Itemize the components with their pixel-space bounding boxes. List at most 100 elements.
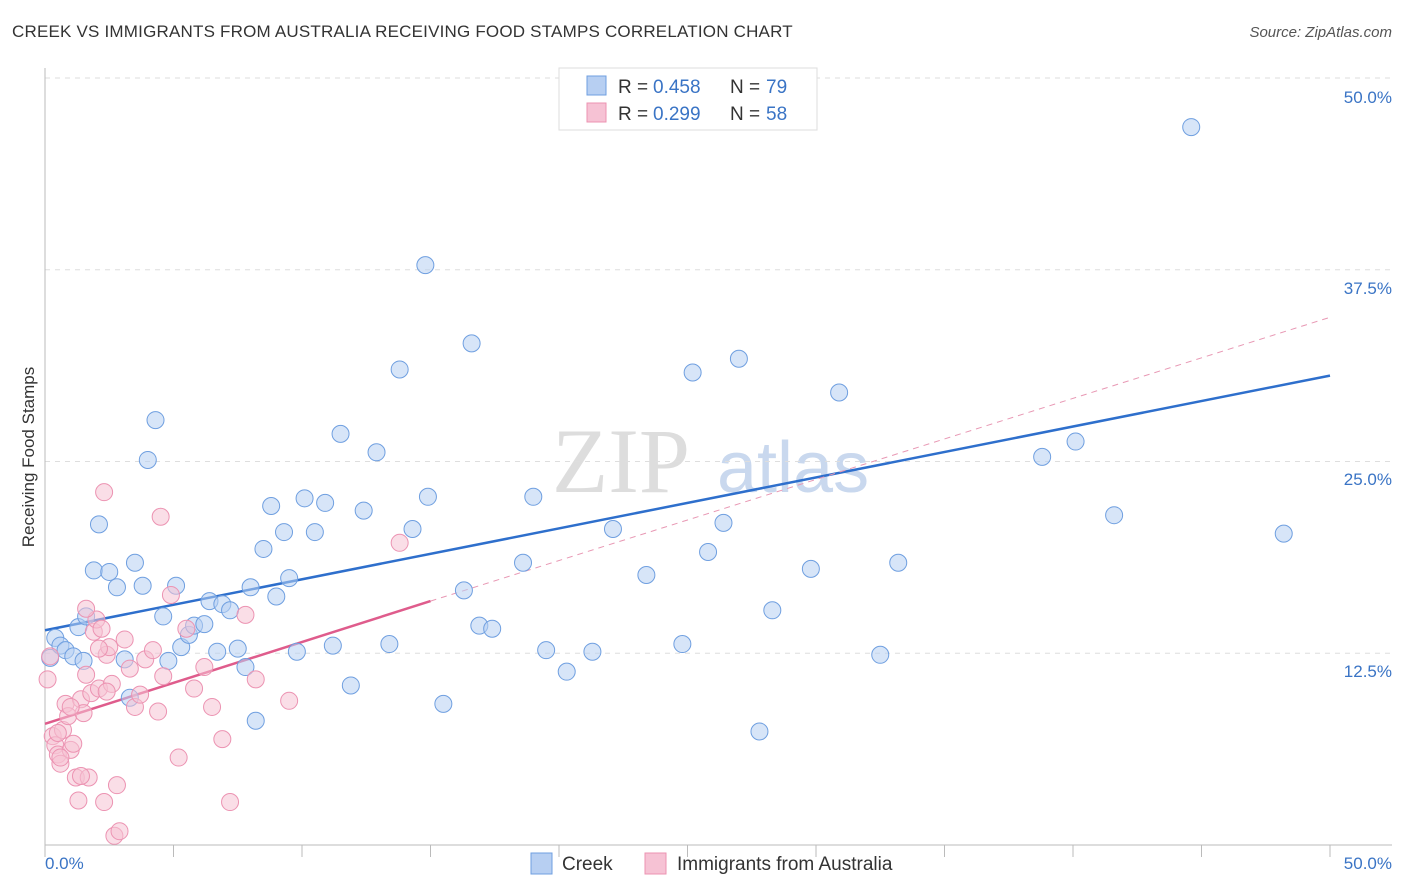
- data-point-creek: [462, 334, 481, 353]
- data-point-australia: [236, 605, 255, 624]
- data-point-australia: [71, 766, 90, 785]
- data-point-australia: [110, 822, 129, 841]
- data-point-australia: [95, 483, 114, 502]
- data-point-australia: [169, 748, 188, 767]
- bottom-legend-label-australia: Immigrants from Australia: [677, 854, 893, 875]
- data-point-creek: [275, 523, 294, 542]
- data-point-creek: [380, 635, 399, 654]
- data-point-creek: [84, 561, 103, 580]
- data-points: [38, 118, 1293, 845]
- data-point-australia: [195, 658, 214, 677]
- data-point-creek: [557, 662, 576, 681]
- data-point-creek: [729, 349, 748, 368]
- data-point-australia: [246, 670, 265, 689]
- data-point-australia: [48, 724, 67, 743]
- data-point-australia: [51, 748, 70, 767]
- data-point-creek: [603, 519, 622, 538]
- data-point-creek: [331, 424, 350, 443]
- data-point-creek: [138, 450, 157, 469]
- data-point-australia: [89, 639, 108, 658]
- data-point-creek: [246, 711, 265, 730]
- gridlines: [45, 77, 1392, 654]
- data-point-creek: [514, 553, 533, 572]
- data-point-creek: [316, 493, 335, 512]
- data-point-australia: [185, 679, 204, 698]
- data-point-creek: [305, 523, 324, 542]
- watermark-atlas: atlas: [717, 428, 869, 508]
- data-point-creek: [1066, 432, 1085, 451]
- data-point-creek: [801, 559, 820, 578]
- data-point-creek: [1274, 524, 1293, 543]
- data-point-australia: [77, 599, 96, 618]
- y-tick-label-25: 25.0%: [1344, 470, 1392, 489]
- y-tick-label-12-5: 12.5%: [1344, 662, 1392, 681]
- data-point-creek: [159, 651, 178, 670]
- data-point-creek: [763, 601, 782, 620]
- data-point-creek: [537, 641, 556, 660]
- data-point-creek: [236, 658, 255, 677]
- data-point-creek: [323, 636, 342, 655]
- bottom-legend-swatch-australia: [644, 852, 667, 875]
- data-point-creek: [1182, 118, 1201, 137]
- data-point-creek: [1033, 447, 1052, 466]
- data-point-creek: [750, 722, 769, 741]
- data-point-creek: [341, 676, 360, 695]
- legend-r-value-australia: 0.299: [653, 104, 701, 125]
- x-tick-label-max: 50.0%: [1344, 854, 1392, 873]
- data-point-australia: [203, 697, 222, 716]
- data-point-creek: [154, 607, 173, 626]
- data-point-australia: [115, 630, 134, 649]
- legend-r-value-creek: 0.458: [653, 77, 701, 98]
- data-point-australia: [64, 734, 83, 753]
- data-point-australia: [41, 647, 60, 666]
- data-point-australia: [95, 793, 114, 812]
- data-point-creek: [280, 569, 299, 588]
- data-point-creek: [418, 487, 437, 506]
- data-point-australia: [69, 791, 88, 810]
- data-point-creek: [714, 513, 733, 532]
- data-point-australia: [61, 697, 80, 716]
- data-point-australia: [38, 670, 57, 689]
- data-point-creek: [416, 256, 435, 275]
- stats-legend: R = 0.458 N = 79 R = 0.299 N = 58: [558, 67, 818, 131]
- data-point-creek: [221, 601, 240, 620]
- data-point-australia: [143, 641, 162, 660]
- data-point-australia: [120, 659, 139, 678]
- data-point-creek: [1105, 506, 1124, 525]
- data-point-creek: [146, 411, 165, 430]
- data-point-creek: [403, 519, 422, 538]
- data-point-creek: [454, 581, 473, 600]
- data-point-creek: [100, 562, 119, 581]
- data-point-creek: [390, 360, 409, 379]
- data-point-creek: [699, 543, 718, 562]
- data-point-creek: [89, 515, 108, 534]
- data-point-creek: [287, 642, 306, 661]
- data-point-creek: [107, 578, 126, 597]
- data-point-creek: [524, 487, 543, 506]
- data-point-creek: [254, 539, 273, 558]
- source-label: Source: ZipAtlas.com: [1249, 24, 1392, 41]
- bottom-legend-swatch-creek: [530, 852, 553, 875]
- legend-n-label-creek: N =: [730, 77, 760, 98]
- data-point-creek: [871, 645, 890, 664]
- data-point-creek: [195, 615, 214, 634]
- legend-swatch-australia: [586, 102, 607, 123]
- legend-n-value-creek: 79: [766, 77, 787, 98]
- data-point-creek: [133, 576, 152, 595]
- axes: [44, 68, 1392, 857]
- data-point-creek: [637, 566, 656, 585]
- data-point-creek: [125, 553, 144, 572]
- data-point-creek: [434, 694, 453, 713]
- legend-r-label-creek: R =: [618, 77, 648, 98]
- series-legend: Creek Immigrants from Australia: [530, 852, 893, 875]
- legend-n-label-australia: N =: [730, 104, 760, 125]
- data-point-australia: [213, 730, 232, 749]
- data-point-australia: [221, 793, 240, 812]
- data-point-australia: [107, 776, 126, 795]
- data-point-creek: [262, 496, 281, 515]
- data-point-creek: [354, 501, 373, 520]
- data-point-australia: [97, 682, 116, 701]
- data-point-creek: [483, 619, 502, 638]
- data-point-australia: [92, 619, 111, 638]
- data-point-australia: [161, 585, 180, 604]
